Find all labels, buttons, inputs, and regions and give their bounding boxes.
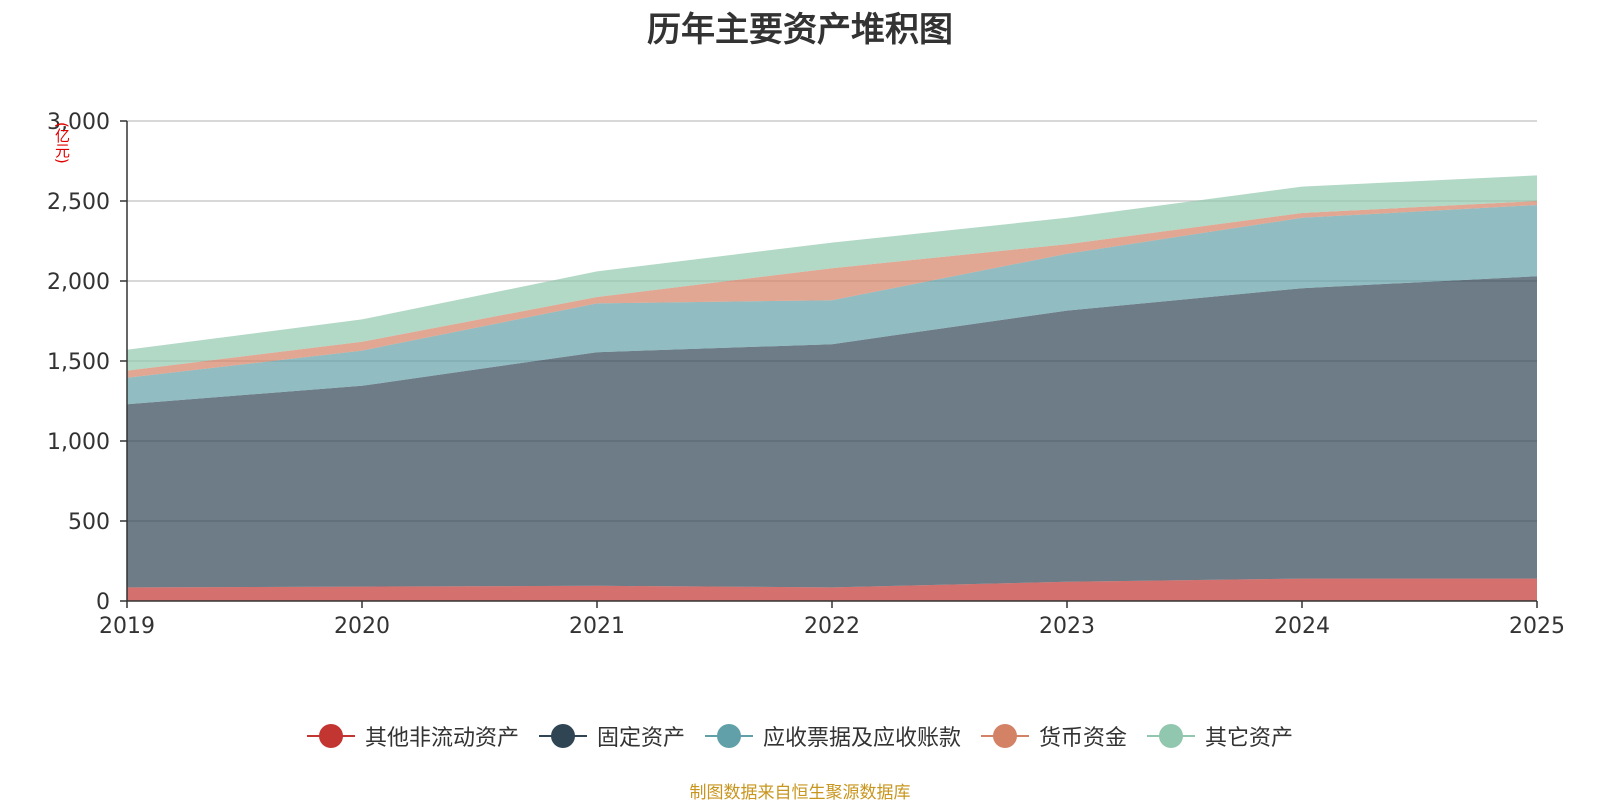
legend-label: 其它资产 <box>1205 726 1294 751</box>
legend-marker <box>704 723 753 749</box>
legend-label: 其他非流动资产 <box>364 726 519 751</box>
legend-item-1[interactable]: 其他非流动资产 <box>306 720 519 752</box>
area-series-2[interactable] <box>127 276 1537 588</box>
y-tick-label: 500 <box>68 510 110 535</box>
legend-item-2[interactable]: 固定资产 <box>538 720 685 752</box>
y-tick-label: 2,000 <box>47 270 110 295</box>
axes: 0 500 1,000 1,500 2,000 2,500 3,000 2019 2020 202… <box>47 110 1565 639</box>
y-tick-label: 1,000 <box>47 430 110 455</box>
legend: 其他非流动资产 固定资产 应收票据及应收账款 货币资金 其它资产 <box>0 720 1600 752</box>
x-tick-label: 2025 <box>1509 614 1565 639</box>
legend-label: 应收票据及应收账款 <box>762 726 961 751</box>
y-tick-label: 1,500 <box>47 350 110 375</box>
y-tick-label: 0 <box>96 590 110 615</box>
x-tick-label: 2019 <box>99 614 155 639</box>
x-tick-label: 2020 <box>334 614 390 639</box>
x-tick-label: 2023 <box>1039 614 1095 639</box>
legend-marker <box>1147 723 1196 749</box>
legend-label: 货币资金 <box>1039 726 1128 751</box>
y-axis-unit-label: (亿元) <box>53 122 71 164</box>
legend-marker <box>538 723 587 749</box>
x-tick-label: 2022 <box>804 614 860 639</box>
area-series <box>127 175 1537 601</box>
area-series-5[interactable] <box>127 175 1537 371</box>
x-tick-label: 2024 <box>1274 614 1330 639</box>
legend-marker <box>306 723 355 749</box>
chart-title: 历年主要资产堆积图 <box>647 10 953 50</box>
area-series-1[interactable] <box>127 578 1537 601</box>
y-tick-label: 2,500 <box>47 190 110 215</box>
legend-item-4[interactable]: 货币资金 <box>981 720 1127 752</box>
area-series-4[interactable] <box>127 201 1537 378</box>
area-series-3[interactable] <box>127 205 1537 405</box>
legend-marker <box>981 723 1029 749</box>
x-tick-label: 2021 <box>569 614 625 639</box>
legend-label: 固定资产 <box>596 726 685 751</box>
legend-item-3[interactable]: 应收票据及应收账款 <box>704 720 961 752</box>
source-note: 制图数据来自恒生聚源数据库 <box>689 783 911 803</box>
legend-item-5[interactable]: 其它资产 <box>1147 720 1293 752</box>
y-tick-label: 3,000 <box>47 110 110 135</box>
